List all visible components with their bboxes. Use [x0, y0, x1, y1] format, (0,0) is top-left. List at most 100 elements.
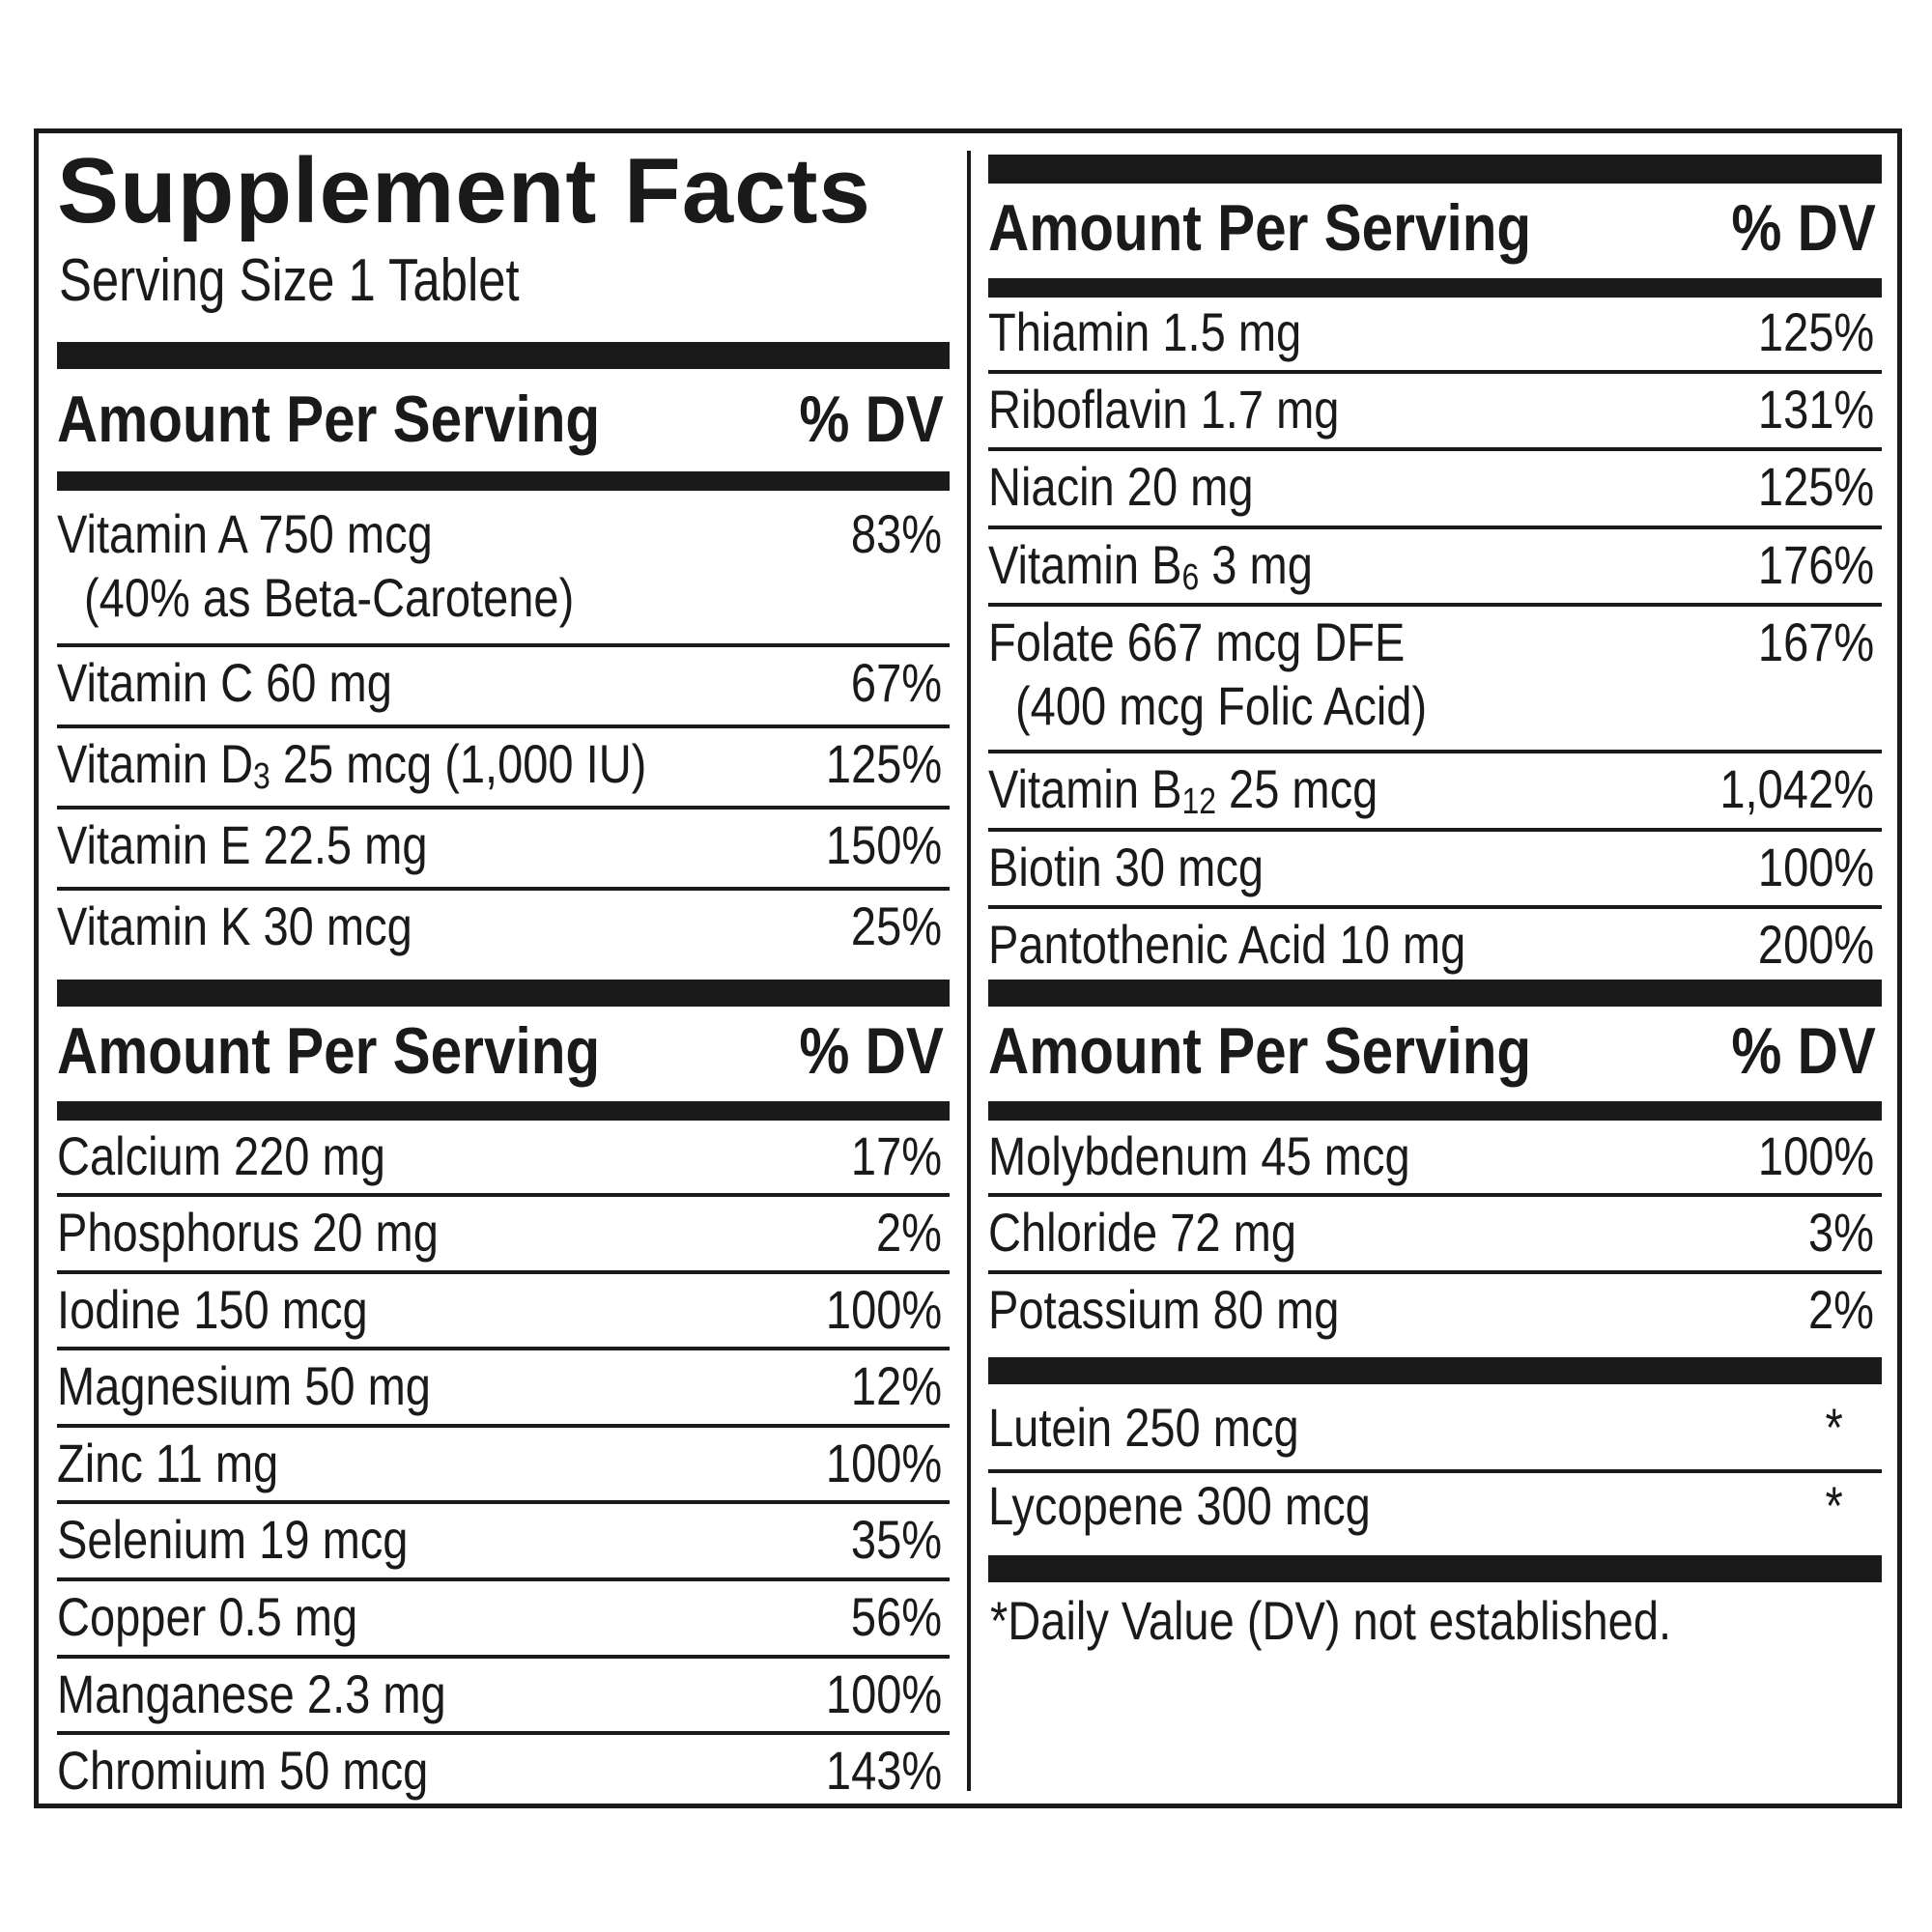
- medium-rule: [988, 278, 1882, 298]
- nutrient-note: (400 mcg Folic Acid): [1015, 675, 1428, 736]
- nutrient-dv: 100%: [1757, 837, 1874, 897]
- nutrient-dv: 100%: [825, 1279, 942, 1340]
- nutrient-dv: 100%: [825, 1663, 942, 1724]
- row-divider: [988, 370, 1882, 374]
- row-divider: [988, 750, 1882, 753]
- amount-header-trace-minerals: Amount Per Serving % DV: [988, 1014, 1882, 1088]
- thick-rule: [57, 342, 950, 369]
- nutrient-dv: 176%: [1757, 534, 1874, 595]
- nutrient-name: Vitamin B12 25 mcg: [988, 758, 1378, 822]
- nutrient-name: Manganese 2.3 mg: [57, 1663, 446, 1724]
- row-divider: [57, 1577, 950, 1581]
- nutrient-name: Pantothenic Acid 10 mg: [988, 914, 1466, 975]
- serving-size: Serving Size 1 Tablet: [59, 247, 520, 314]
- medium-rule: [57, 471, 950, 491]
- amount-header-b-vitamins: Amount Per Serving % DV: [988, 191, 1882, 265]
- row-divider: [988, 905, 1882, 909]
- medium-rule: [57, 1101, 950, 1121]
- column-divider: [967, 151, 971, 1791]
- thick-rule: [988, 980, 1882, 1007]
- row-divider: [988, 1270, 1882, 1274]
- nutrient-name: Magnesium 50 mg: [57, 1355, 431, 1416]
- dv-label: % DV: [799, 1014, 944, 1088]
- nutrient-name: Vitamin D3 25 mcg (1,000 IU): [57, 733, 647, 797]
- nutrient-dv: 2%: [876, 1202, 942, 1263]
- nutrient-dv: 67%: [850, 652, 942, 713]
- medium-rule: [988, 1101, 1882, 1121]
- nutrient-dv: *: [1825, 1397, 1843, 1458]
- nutrient-name: Thiamin 1.5 mg: [988, 301, 1302, 362]
- nutrient-name: Copper 0.5 mg: [57, 1586, 358, 1647]
- nutrient-name: Riboflavin 1.7 mg: [988, 379, 1340, 440]
- nutrient-name: Lycopene 300 mcg: [988, 1475, 1371, 1536]
- nutrient-name: Vitamin A 750 mcg: [57, 503, 433, 564]
- row-divider: [57, 1424, 950, 1428]
- nutrient-dv: 143%: [825, 1740, 942, 1801]
- row-divider: [57, 887, 950, 891]
- dv-label: % DV: [1731, 1014, 1876, 1088]
- row-divider: [988, 1193, 1882, 1197]
- amount-per-serving-label: Amount Per Serving: [988, 191, 1532, 265]
- nutrient-dv: 35%: [850, 1509, 942, 1570]
- nutrient-name: Vitamin B6 3 mg: [988, 534, 1313, 598]
- nutrient-name: Zinc 11 mg: [57, 1433, 279, 1493]
- nutrient-name: Chromium 50 mcg: [57, 1740, 429, 1801]
- nutrient-dv: 25%: [850, 895, 942, 956]
- nutrient-name: Biotin 30 mcg: [988, 837, 1264, 897]
- nutrient-dv: 200%: [1757, 914, 1874, 975]
- row-divider: [988, 447, 1882, 451]
- nutrient-dv: 125%: [1757, 456, 1874, 517]
- nutrient-name: Chloride 72 mg: [988, 1202, 1296, 1263]
- row-divider: [57, 643, 950, 647]
- nutrient-dv: 2%: [1808, 1279, 1874, 1340]
- nutrient-name: Vitamin K 30 mcg: [57, 895, 412, 956]
- panel-title: Supplement Facts: [57, 139, 871, 242]
- row-divider: [57, 724, 950, 728]
- row-divider: [57, 1500, 950, 1504]
- thick-rule: [988, 1555, 1882, 1582]
- nutrient-dv: 1,042%: [1719, 758, 1874, 819]
- amount-per-serving-label: Amount Per Serving: [57, 383, 601, 456]
- nutrient-dv: 125%: [1757, 301, 1874, 362]
- amount-per-serving-label: Amount Per Serving: [988, 1014, 1532, 1088]
- row-divider: [57, 806, 950, 810]
- dv-label: % DV: [1731, 191, 1876, 265]
- supplement-facts-panel: [34, 128, 1902, 1808]
- nutrient-dv: 150%: [825, 814, 942, 875]
- row-divider: [57, 1731, 950, 1735]
- nutrient-dv: 83%: [850, 503, 942, 564]
- nutrient-dv: 17%: [850, 1125, 942, 1186]
- thick-rule: [988, 155, 1882, 184]
- nutrient-name: Molybdenum 45 mcg: [988, 1125, 1410, 1186]
- nutrient-dv: 100%: [825, 1433, 942, 1493]
- nutrient-name: Phosphorus 20 mg: [57, 1202, 439, 1263]
- nutrient-name: Selenium 19 mcg: [57, 1509, 409, 1570]
- nutrient-dv: 131%: [1757, 379, 1874, 440]
- nutrient-name: Niacin 20 mg: [988, 456, 1254, 517]
- nutrient-dv: 3%: [1808, 1202, 1874, 1263]
- row-divider: [57, 1270, 950, 1274]
- thick-rule: [988, 1357, 1882, 1384]
- nutrient-dv: 56%: [850, 1586, 942, 1647]
- nutrient-name: Potassium 80 mg: [988, 1279, 1340, 1340]
- dv-label: % DV: [799, 383, 944, 456]
- nutrient-dv: 167%: [1757, 611, 1874, 672]
- nutrient-name: Lutein 250 mcg: [988, 1397, 1299, 1458]
- amount-per-serving-label: Amount Per Serving: [57, 1014, 601, 1088]
- nutrient-dv: 100%: [1757, 1125, 1874, 1186]
- row-divider: [57, 1347, 950, 1350]
- row-divider: [57, 1193, 950, 1197]
- nutrient-name: Calcium 220 mg: [57, 1125, 385, 1186]
- nutrient-name: Folate 667 mcg DFE: [988, 611, 1406, 672]
- row-divider: [988, 828, 1882, 832]
- nutrient-dv: 125%: [825, 733, 942, 794]
- row-divider: [988, 526, 1882, 529]
- row-divider: [988, 603, 1882, 607]
- nutrient-name: Vitamin E 22.5 mg: [57, 814, 428, 875]
- row-divider: [57, 1655, 950, 1659]
- amount-header-vitamins: Amount Per Serving % DV: [57, 383, 950, 456]
- nutrient-note: (40% as Beta-Carotene): [84, 567, 575, 628]
- thick-rule: [57, 980, 950, 1007]
- amount-header-minerals: Amount Per Serving % DV: [57, 1014, 950, 1088]
- footnote: *Daily Value (DV) not established.: [990, 1590, 1672, 1651]
